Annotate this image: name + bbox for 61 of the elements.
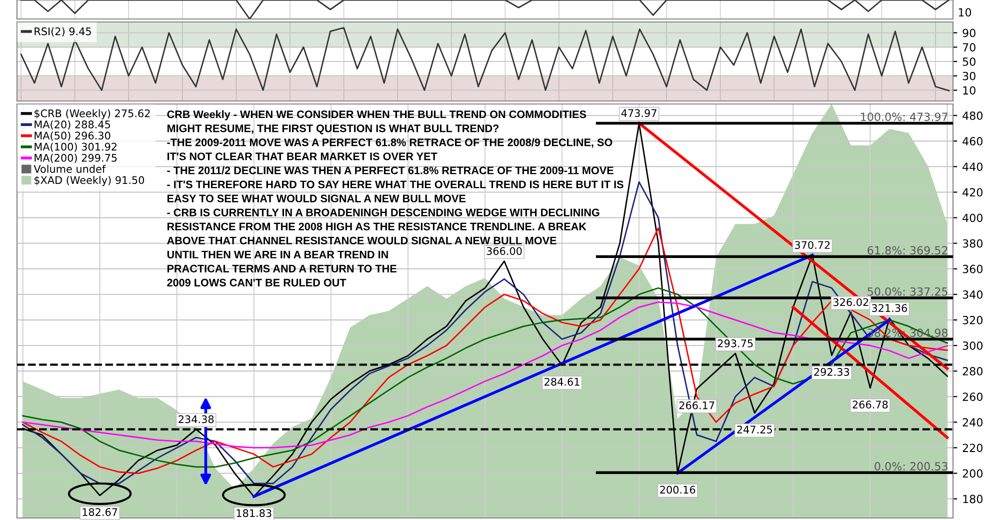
data-label: 370.72: [794, 241, 830, 249]
y-tick-label: 220: [962, 444, 982, 452]
data-label: 366.00: [486, 247, 522, 255]
legend-label: MA(200) 299.75: [34, 154, 117, 163]
annotation: RESISTANCE FROM THE 2008 HIGH AS THE RESISTANCE TRENDLINE. A BREAK: [167, 222, 586, 230]
data-label: 284.61: [544, 378, 580, 386]
ref-line-label: 61.8%: 369.52: [868, 246, 948, 255]
annotation: MIGHT RESUME, THE FIRST QUESTION IS WHAT BULL TREND?: [167, 124, 499, 134]
annotation: CRB Weekly - WHEN WE CONSIDER WHEN THE BULL TREND ON COMMODITIES: [167, 110, 586, 120]
line-series: [20, 27, 950, 92]
y-tick-label: 180: [963, 494, 982, 504]
annotation: - CRB IS CURRENTLY IN A BROADENINGH DESCENDING WEDGE WITH DECLINING: [167, 208, 600, 216]
data-label: 247.25: [737, 426, 772, 434]
y-tick-label: 50: [962, 57, 976, 66]
data-label: 473.97: [621, 109, 656, 118]
legend-label: $CRB (Weekly) 275.62: [34, 109, 150, 120]
annotation: IT'S NOT CLEAR THAT BEAR MARKET IS OVER YET: [167, 152, 438, 160]
legend-label: MA(20) 288.45: [34, 120, 110, 130]
annotation: 2009 LOWS CAN'T BE RULED OUT: [167, 278, 346, 286]
y-tick-label: 260: [962, 392, 982, 401]
annotation: - IT'S THEREFORE HARD TO SAY HERE WHAT THE OVERALL TREND IS HERE BUT IT IS: [167, 180, 624, 188]
y-tick-label: 240: [962, 418, 982, 427]
y-tick-label: 280: [962, 367, 982, 376]
legend-label: MA(100) 301.92: [34, 142, 117, 152]
ref-line-label: 0.0%: 200.53: [874, 462, 948, 470]
ref-line-label: 100.0%: 473.97: [861, 112, 948, 122]
data-label: 234.38: [178, 415, 214, 424]
annotation: - THE 2011/2 DECLINE WAS THEN A PERFECT 61.8% RETRACE OF THE 2009-11 MOVE: [167, 166, 614, 174]
y-tick-label: 90: [962, 28, 976, 38]
y-tick-label: 460: [962, 137, 982, 146]
data-label: 181.83: [236, 509, 272, 518]
legend-label: $XAD (Weekly) 91.50: [34, 176, 144, 186]
data-label: 326.02: [833, 298, 868, 306]
data-label: 200.16: [660, 486, 696, 494]
y-tick-label: 200: [962, 469, 982, 478]
y-tick-label: 360: [962, 264, 982, 274]
y-tick-label: 440: [962, 162, 982, 171]
annotation: UNTIL THEN WE ARE IN A BEAR TREND IN: [167, 250, 388, 258]
legend-label: Volume undef: [34, 164, 106, 173]
y-tick-label: 340: [962, 290, 982, 299]
y-tick-label: 320: [962, 316, 982, 324]
data-label: 292.33: [814, 368, 850, 376]
ref-line-label: 50.0%: 337.25: [868, 287, 948, 296]
y-tick-label: 70: [962, 43, 976, 52]
data-label: 266.17: [679, 401, 714, 410]
y-tick-label: 480: [962, 111, 982, 120]
y-tick-label: 420: [962, 188, 982, 197]
data-label: 266.78: [852, 400, 888, 409]
y-tick-label: 300: [962, 341, 982, 350]
y-tick-label: 380: [962, 239, 982, 248]
annotation: EASY TO SEE WHAT WOULD SIGNAL A NEW BULL MOVE: [167, 194, 466, 202]
annotation: ABOVE THAT CHANNEL RESISTANCE WOULD SIGNAL A NEW BULL MOVE: [167, 236, 556, 244]
y-tick-label: 10: [963, 86, 976, 95]
y-tick-label: 400: [962, 214, 982, 222]
data-label: 321.36: [872, 304, 908, 312]
annotation: PRACTICAL TERMS AND A RETURN TO THE: [167, 264, 396, 272]
legend-label: MA(50) 296.30: [34, 131, 110, 141]
annotation: -THE 2009-2011 MOVE WAS A PERFECT 61.8% RETRACE OF THE 2008/9 DECLINE, SO: [167, 138, 612, 148]
data-label: 182.67: [82, 508, 118, 516]
y-tick-label: 30: [962, 72, 976, 80]
legend-label: RSI(2) 9.45: [34, 27, 91, 36]
